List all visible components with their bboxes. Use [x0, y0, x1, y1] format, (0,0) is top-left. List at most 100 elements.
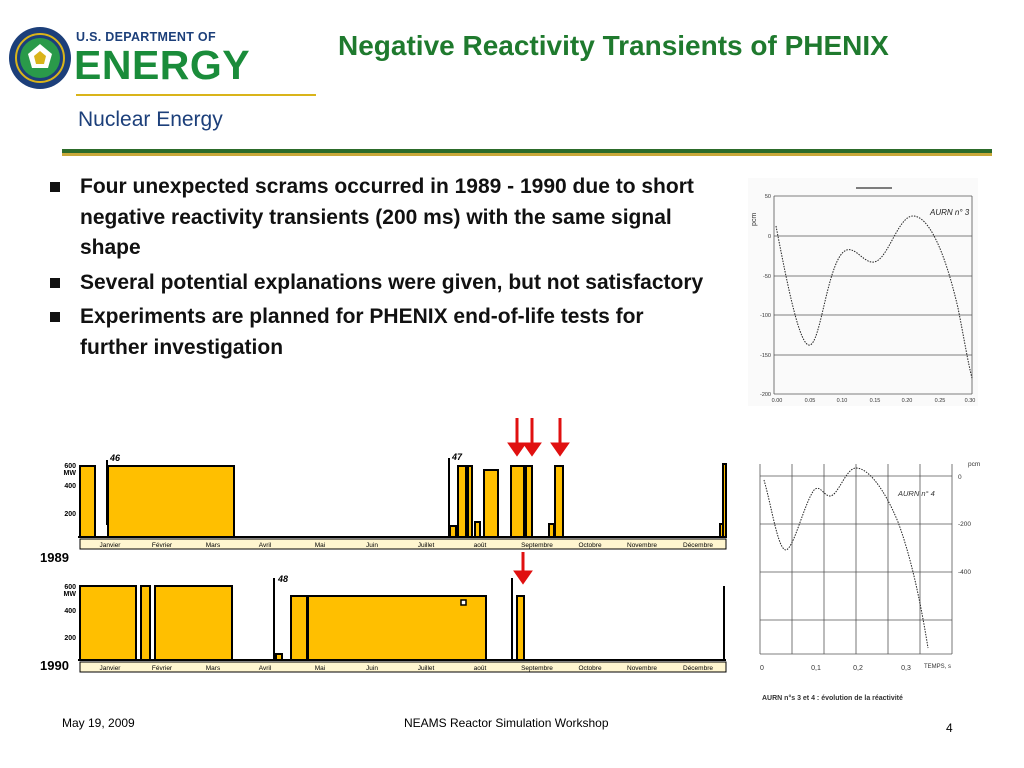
year-label: 1989: [40, 550, 69, 565]
x-tick: 0.00: [772, 398, 783, 404]
logo-nuclear-energy-text: Nuclear Energy: [78, 108, 223, 131]
month-label: Janvier: [100, 665, 122, 672]
y-tick: 0: [768, 234, 771, 240]
month-label: Décembre: [683, 665, 713, 672]
month-label: Novembre: [627, 542, 657, 549]
logo-energy-text: ENERGY: [74, 42, 251, 88]
month-label: Février: [152, 542, 173, 549]
y-tick-400: 400: [64, 483, 76, 490]
month-label: Octobre: [578, 665, 602, 672]
x-tick: 0.15: [870, 398, 881, 404]
logo-department-text: U.S. DEPARTMENT OF: [76, 30, 216, 44]
red-arrow-head-icon: [513, 570, 533, 585]
month-label: Mai: [315, 542, 325, 549]
y-unit-label: pcm: [751, 213, 758, 226]
doe-seal-logo: [9, 27, 71, 89]
plot-background: [748, 178, 978, 406]
bullet-text: Several potential explanations were give…: [80, 270, 704, 294]
x-tick: 0,2: [853, 665, 863, 672]
plot-grid: [759, 464, 953, 655]
plot-grid: [773, 195, 973, 395]
footer-event: NEAMS Reactor Simulation Workshop: [404, 716, 609, 730]
bullet-text: Experiments are planned for PHENIX end-o…: [80, 305, 644, 359]
x-tick: 0.05: [805, 398, 816, 404]
chart-1990: 600 MW 400 200 48 Janvier Février Mars A…: [40, 552, 727, 673]
power-bar: [307, 595, 487, 661]
month-label: Juin: [366, 665, 378, 672]
power-bar: [154, 585, 233, 661]
bullet-square-icon: [50, 277, 60, 288]
scram-arrows-1989: [507, 418, 570, 457]
power-bar: [107, 465, 235, 538]
x-tick: 0,3: [901, 665, 911, 672]
power-bar: [449, 525, 457, 538]
reactivity-plot-aurn-3: 50 0 -50 -100 -150 -200 pcm 0.00 0.05 0.…: [748, 178, 978, 406]
month-label: août: [474, 665, 487, 672]
y-tick: -400: [958, 569, 971, 576]
scram-label: 48: [277, 574, 288, 584]
y-unit-label: MW: [64, 591, 77, 598]
year-label: 1990: [40, 658, 69, 673]
y-tick: 50: [765, 194, 771, 200]
power-bars-1989: [79, 463, 727, 538]
y-tick-200: 200: [64, 635, 76, 642]
power-bar: [516, 595, 525, 661]
power-bar: [79, 585, 137, 661]
scram-label: 47: [451, 452, 463, 462]
month-label: Mars: [206, 542, 221, 549]
y-tick: 0: [958, 474, 962, 481]
month-band: [79, 538, 727, 550]
month-label: août: [474, 542, 487, 549]
x-unit-label: TEMPS, s: [924, 664, 951, 670]
bullet-square-icon: [50, 312, 60, 322]
y-tick: -200: [958, 521, 971, 528]
x-tick-labels: 0 0,1 0,2 0,3: [760, 665, 911, 672]
bullet-square-icon: [50, 182, 60, 192]
power-bars-1990: [79, 585, 525, 661]
bullet-text: Four unexpected scrams occurred in 1989 …: [80, 175, 694, 259]
power-bar: [275, 653, 283, 661]
month-label: Septembre: [521, 665, 553, 672]
title-rule-green: [62, 149, 992, 153]
power-history-charts: 600 MW 400 200 46 47: [40, 418, 727, 673]
chart-1989: 600 MW 400 200 46 47: [40, 418, 727, 565]
month-label: Juillet: [418, 542, 435, 549]
scram-arrows-1990: [513, 552, 533, 585]
plot-background: [756, 458, 992, 706]
month-label: Juin: [366, 542, 378, 549]
power-bar: [525, 465, 533, 538]
run-label: AURN n° 4: [897, 489, 935, 498]
y-tick: -150: [760, 353, 771, 359]
month-label: Janvier: [100, 542, 122, 549]
month-label: Octobre: [578, 542, 602, 549]
power-bar: [722, 463, 727, 538]
x-tick: 0,1: [811, 665, 821, 672]
power-bar: [140, 585, 151, 661]
y-tick-600: 600: [64, 463, 76, 470]
month-label: Février: [152, 665, 173, 672]
x-tick: 0: [760, 665, 764, 672]
x-tick: 0.30: [965, 398, 976, 404]
reactivity-curve: [763, 467, 929, 649]
power-bar: [554, 465, 564, 538]
x-tick: 0.25: [935, 398, 946, 404]
y-tick: -200: [760, 392, 771, 398]
month-label: Mars: [206, 665, 221, 672]
footer-date: May 19, 2009: [62, 716, 135, 730]
x-tick-labels: 0.00 0.05 0.10 0.15 0.20 0.25 0.30: [772, 398, 976, 404]
y-tick-600: 600: [64, 584, 76, 591]
red-arrow-head-icon: [507, 442, 527, 457]
red-arrow-head-icon: [522, 442, 542, 457]
month-label: Mai: [315, 665, 325, 672]
logo-gold-rule: [76, 94, 316, 96]
slide-title: Negative Reactivity Transients of PHENIX: [338, 30, 889, 61]
y-tick-labels: 0 -200 -400: [958, 474, 971, 576]
bullet-list: Four unexpected scrams occurred in 1989 …: [44, 172, 714, 367]
y-tick-labels: 50 0 -50 -100 -150 -200: [760, 194, 771, 398]
month-label: Novembre: [627, 665, 657, 672]
reactivity-curve: [775, 215, 973, 379]
month-label: Juillet: [418, 665, 435, 672]
month-label: Avril: [259, 665, 272, 672]
page-number: 4: [946, 721, 953, 735]
x-tick: 0.10: [837, 398, 848, 404]
